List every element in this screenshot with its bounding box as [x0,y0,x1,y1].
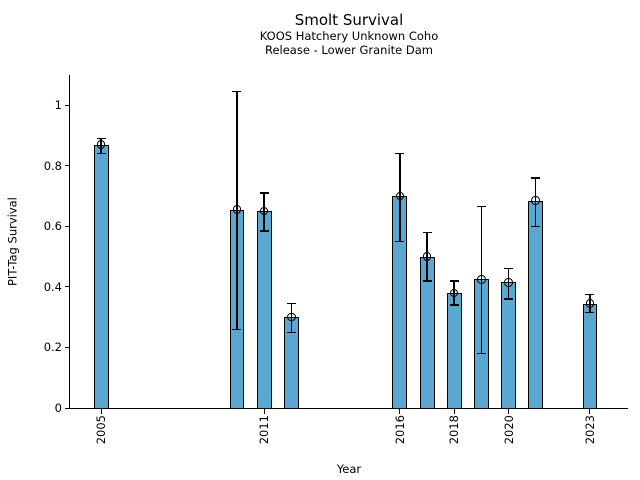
error-cap-top-2020 [504,267,514,270]
x-axis-label: Year [336,462,362,476]
chart-header: Smolt Survival KOOS Hatchery Unknown Coh… [70,11,628,57]
y-tick [64,407,69,409]
x-tick-label: 2018 [447,415,462,445]
y-tick [64,104,69,106]
error-cap-bottom-2017 [422,280,432,282]
error-cap-top-2012 [286,302,296,305]
error-cap-top-2023 [585,293,595,296]
error-cap-bottom-2021 [531,225,541,228]
bar-2018 [446,292,462,408]
bar-2021 [528,200,544,408]
value-marker-2010 [232,205,242,214]
y-tick-label: 1 [54,98,62,113]
error-cap-top-2019 [476,205,486,208]
y-tick-label: 0.6 [43,219,62,234]
y-tick-label: 0.4 [43,279,62,294]
error-cap-bottom-2012 [286,331,296,334]
x-tick [453,409,455,414]
value-marker-2020 [504,278,513,287]
y-axis-label: PIT-Tag Survival [5,197,20,287]
error-cap-bottom-2018 [449,304,459,306]
y-tick [64,225,69,227]
y-tick-label: 0.2 [43,340,62,355]
x-tick-label: 2011 [257,415,272,445]
value-marker-2012 [287,312,296,322]
error-cap-bottom-2023 [585,311,595,314]
x-axis-spine [69,408,628,409]
error-cap-bottom-2020 [504,298,514,300]
value-marker-2011 [259,206,269,216]
y-tick [64,346,69,348]
bar-2020 [501,282,516,408]
y-tick [64,286,69,288]
chart-subtitle-1: KOOS Hatchery Unknown Coho [259,29,439,43]
value-marker-2019 [477,275,486,284]
error-cap-top-2016 [395,152,405,155]
value-marker-2018 [449,288,459,298]
x-tick-label: 2023 [582,415,597,445]
bar-2011 [256,211,272,408]
x-tick [399,409,401,414]
value-marker-2021 [531,196,540,205]
x-tick-label: 2016 [392,415,407,445]
error-cap-bottom-2011 [259,230,269,232]
value-marker-2005 [96,140,106,149]
bar-2005 [93,144,109,408]
error-cap-bottom-2019 [476,352,486,355]
value-marker-2016 [395,191,405,201]
x-tick [263,409,265,414]
error-cap-top-2017 [422,231,432,234]
chart-subtitle-2: Release - Lower Granite Dam [264,42,433,57]
error-cap-top-2005 [96,137,106,140]
error-cap-bottom-2010 [232,328,242,331]
y-tick-label: 0.8 [43,158,62,173]
error-cap-bottom-2005 [96,152,106,155]
error-cap-bottom-2016 [395,240,405,243]
value-marker-2017 [422,252,432,261]
value-marker-2023 [585,299,595,308]
y-axis-spine [69,75,70,409]
error-cap-top-2021 [531,177,541,179]
x-tick-label: 2020 [501,415,516,445]
error-cap-top-2011 [259,192,269,194]
y-tick [64,165,69,167]
error-cap-top-2010 [232,90,242,93]
x-tick [508,409,510,414]
x-tick [100,409,102,414]
y-tick-label: 0 [54,401,62,415]
x-tick-label: 2005 [94,415,109,445]
x-tick [589,409,591,414]
bar-2023 [582,303,598,408]
chart-title: Smolt Survival [294,11,404,29]
error-cap-top-2018 [449,280,459,282]
